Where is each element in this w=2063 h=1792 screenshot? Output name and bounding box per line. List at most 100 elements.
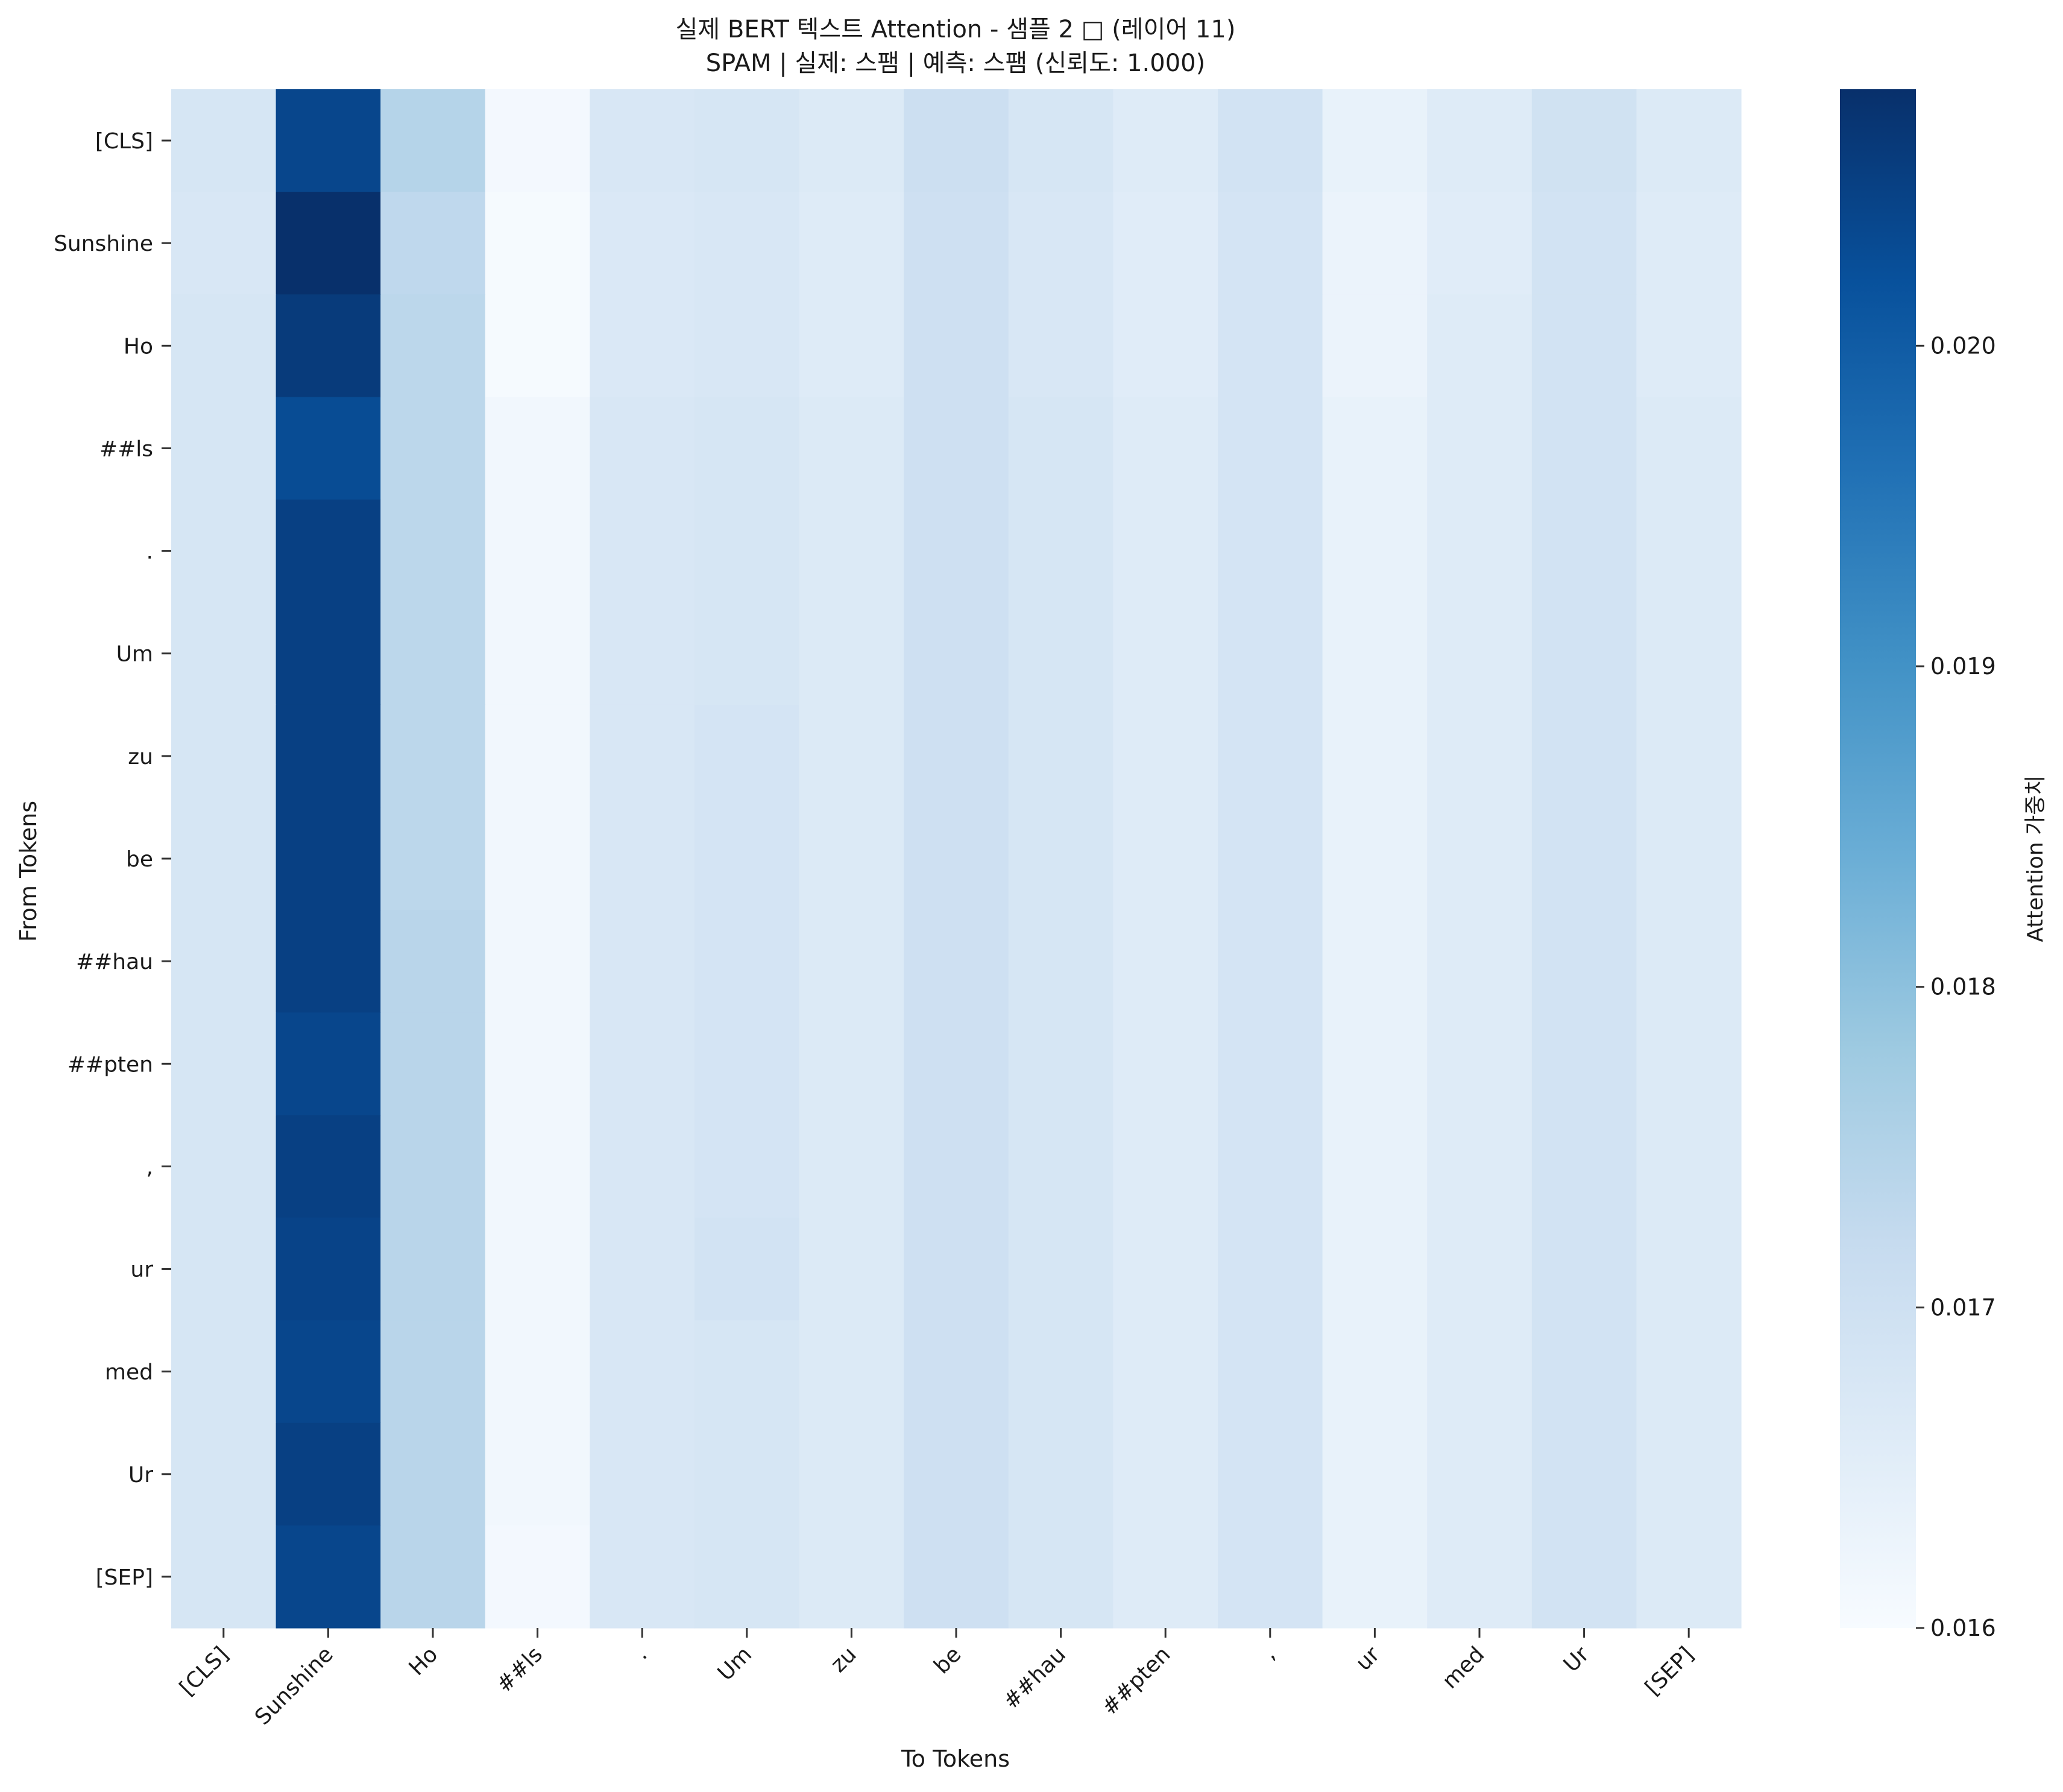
heatmap-cell: [1113, 704, 1218, 808]
chart-title-line1: 실제 BERT 텍스트 Attention - 샘플 2 □ (레이어 11): [676, 16, 1236, 43]
heatmap-cell: [276, 1320, 381, 1424]
heatmap-cell: [171, 1115, 277, 1219]
heatmap-cell: [1531, 704, 1637, 808]
x-tick-label: ##pten: [1097, 1642, 1176, 1720]
heatmap-cell: [380, 602, 486, 705]
heatmap-cell: [1427, 1217, 1532, 1321]
heatmap-cell: [694, 1320, 800, 1424]
heatmap-cell: [380, 807, 486, 910]
heatmap-cell: [1218, 602, 1323, 705]
heatmap-cell: [590, 192, 695, 295]
heatmap-cell: [171, 1422, 277, 1526]
heatmap-cell: [904, 807, 1009, 910]
heatmap-cell: [1636, 397, 1742, 500]
heatmap-cell: [1218, 1115, 1323, 1219]
heatmap-cell: [485, 1115, 590, 1219]
heatmap-cell: [1322, 1012, 1428, 1115]
heatmap-cell: [1636, 294, 1742, 397]
heatmap-cell: [1322, 1422, 1428, 1526]
heatmap-cell: [1218, 704, 1323, 808]
colorbar-tick-label: 0.020: [1930, 332, 1996, 359]
heatmap-cell: [1218, 499, 1323, 603]
heatmap-cell: [1636, 1525, 1742, 1629]
heatmap-cell: [1636, 602, 1742, 705]
heatmap-cell: [1322, 1320, 1428, 1424]
heatmap-cell: [276, 1217, 381, 1321]
heatmap-cell: [1636, 1320, 1742, 1424]
heatmap-cell: [694, 1525, 800, 1629]
heatmap-cell: [276, 807, 381, 910]
y-tick-label: [SEP]: [96, 1565, 153, 1590]
heatmap-cell: [904, 1525, 1009, 1629]
heatmap-cell: [1218, 1422, 1323, 1526]
heatmap-cell: [904, 89, 1009, 192]
x-tick-label: [CLS]: [175, 1642, 233, 1700]
heatmap-cell: [1427, 602, 1532, 705]
y-tick-label: ##pten: [68, 1052, 153, 1077]
heatmap-cell: [904, 1012, 1009, 1115]
heatmap-cell: [276, 1115, 381, 1219]
heatmap-cell: [1113, 807, 1218, 910]
x-tick-label: Ur: [1559, 1642, 1594, 1677]
heatmap-cell: [1531, 1217, 1637, 1321]
heatmap-cell: [1636, 910, 1742, 1013]
heatmap-cell: [485, 1217, 590, 1321]
heatmap-cell: [1113, 602, 1218, 705]
heatmap-cell: [799, 89, 904, 192]
x-tick-label: [SEP]: [1640, 1642, 1698, 1700]
heatmap-cell: [799, 499, 904, 603]
heatmap-cell: [1113, 397, 1218, 500]
heatmap-cell: [590, 1217, 695, 1321]
colorbar-tick-label: 0.016: [1930, 1615, 1996, 1641]
heatmap-cell: [1531, 1422, 1637, 1526]
heatmap-cell: [904, 910, 1009, 1013]
heatmap-cell: [1008, 89, 1113, 192]
heatmap-cell: [590, 602, 695, 705]
heatmap-cell: [1218, 807, 1323, 910]
y-axis-label: From Tokens: [15, 801, 42, 942]
heatmap-cell: [171, 602, 277, 705]
heatmap-cell: [694, 397, 800, 500]
heatmap-cell: [380, 910, 486, 1013]
heatmap-cell: [485, 499, 590, 603]
y-tick-label: Ho: [124, 334, 153, 359]
heatmap-cell: [171, 1320, 277, 1424]
heatmap-cell: [799, 294, 904, 397]
heatmap-cell: [1008, 192, 1113, 295]
heatmap-cell: [1427, 1422, 1532, 1526]
heatmap-cell: [694, 1217, 800, 1321]
heatmap-cell: [694, 499, 800, 603]
heatmap-cell: [1636, 1422, 1742, 1526]
heatmap-cell: [1322, 89, 1428, 192]
heatmap-cell: [694, 704, 800, 808]
heatmap-cell: [380, 1422, 486, 1526]
y-tick-label: .: [146, 540, 153, 564]
heatmap-cell: [1636, 807, 1742, 910]
heatmap-cell: [1322, 704, 1428, 808]
heatmap-cell: [1531, 397, 1637, 500]
heatmap-cell: [1218, 910, 1323, 1013]
heatmap-cell: [1008, 1422, 1113, 1526]
heatmap-cell: [485, 602, 590, 705]
heatmap-cell: [904, 602, 1009, 705]
heatmap-cell: [904, 397, 1009, 500]
heatmap-cell: [904, 1320, 1009, 1424]
heatmap-cell: [1008, 602, 1113, 705]
heatmap-cell: [485, 704, 590, 808]
heatmap-cell: [1008, 397, 1113, 500]
heatmap-cell: [590, 1422, 695, 1526]
heatmap-cell: [380, 1115, 486, 1219]
heatmap-cell: [1113, 1525, 1218, 1629]
x-tick-label: med: [1438, 1642, 1490, 1694]
heatmap-cell: [276, 910, 381, 1013]
heatmap-cell: [1008, 1525, 1113, 1629]
heatmap-cell: [590, 1320, 695, 1424]
heatmap-cell: [1322, 192, 1428, 295]
heatmap-cell: [485, 1012, 590, 1115]
heatmap-cell: [1218, 89, 1323, 192]
heatmap-cell: [1008, 499, 1113, 603]
heatmap-cell: [1113, 192, 1218, 295]
colorbar: [1840, 89, 1916, 1628]
heatmap-cell: [380, 499, 486, 603]
heatmap-cell: [1218, 1217, 1323, 1321]
